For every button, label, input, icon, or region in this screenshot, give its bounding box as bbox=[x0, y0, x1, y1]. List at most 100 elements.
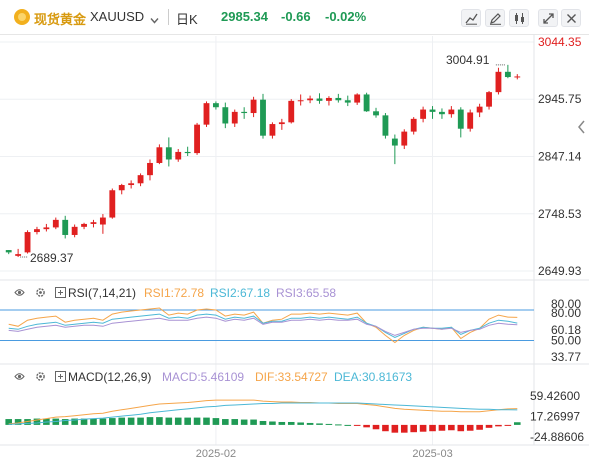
candle-body bbox=[175, 151, 182, 160]
macd-bar bbox=[5, 419, 13, 425]
candle-body bbox=[420, 109, 427, 119]
expand-indicator-icon[interactable] bbox=[55, 371, 66, 382]
pencil-icon bbox=[490, 13, 501, 25]
macd-value: MACD:5.46109 bbox=[162, 370, 245, 384]
candle-body bbox=[222, 107, 229, 124]
expand-indicator-icon[interactable] bbox=[55, 287, 66, 298]
macd-bar bbox=[14, 419, 22, 425]
hide-indicator-icon[interactable] bbox=[14, 287, 25, 298]
dea-value: DEA:30.81673 bbox=[334, 370, 413, 384]
candle-body bbox=[156, 147, 163, 163]
instrument-name[interactable]: 现货黄金 bbox=[34, 12, 87, 27]
candle-type-button[interactable] bbox=[509, 9, 529, 27]
time-tick-label: 2025-02 bbox=[196, 448, 236, 460]
price-tick-label: 3044.35 bbox=[538, 35, 582, 49]
header-divider bbox=[168, 9, 169, 25]
macd-bar bbox=[382, 424, 389, 432]
gold-coin-icon bbox=[14, 9, 30, 25]
macd-bar bbox=[353, 424, 361, 426]
macd-bar bbox=[306, 422, 314, 425]
period-selector[interactable]: 日K bbox=[176, 12, 198, 27]
candlestick-icon bbox=[515, 13, 524, 24]
close-icon bbox=[567, 14, 576, 23]
candle-body bbox=[410, 118, 417, 132]
candle-body bbox=[184, 151, 191, 154]
macd-bar bbox=[400, 424, 408, 433]
gear-icon[interactable] bbox=[35, 287, 46, 298]
candle-body bbox=[90, 222, 97, 224]
macd-bar bbox=[297, 422, 304, 425]
candle-body bbox=[476, 106, 483, 113]
indicators-icon bbox=[465, 13, 478, 25]
candle-body bbox=[203, 103, 210, 125]
symbol-dropdown-icon[interactable] bbox=[150, 12, 159, 30]
grid-lines bbox=[0, 34, 589, 446]
macd-bar bbox=[457, 424, 465, 432]
macd-bar bbox=[372, 424, 380, 430]
macd-bar bbox=[419, 424, 427, 432]
candle-body bbox=[495, 71, 502, 93]
indicators-button[interactable] bbox=[461, 9, 481, 27]
candle-body bbox=[439, 111, 445, 115]
candle-body bbox=[137, 175, 144, 184]
candle-body bbox=[429, 109, 436, 112]
macd-bar bbox=[316, 423, 323, 425]
rsi3-value: RSI3:65.58 bbox=[276, 286, 337, 300]
candle-body bbox=[99, 217, 106, 225]
candle-body bbox=[382, 115, 389, 136]
candle-body bbox=[147, 162, 153, 176]
candle-body bbox=[344, 100, 351, 103]
macd-bar bbox=[485, 424, 493, 428]
gear-icon[interactable] bbox=[35, 371, 46, 382]
macd-bar bbox=[344, 424, 352, 426]
macd-bar bbox=[165, 417, 173, 425]
fullscreen-button[interactable] bbox=[538, 9, 558, 27]
candle-body bbox=[514, 76, 521, 78]
draw-button[interactable] bbox=[485, 9, 505, 27]
dif-line bbox=[8, 399, 518, 425]
price-tick-label: 2748.53 bbox=[538, 207, 582, 221]
macd-bar bbox=[429, 424, 436, 432]
candle-body bbox=[250, 99, 257, 114]
candle-body bbox=[457, 109, 464, 129]
macd-bar bbox=[335, 424, 342, 426]
rsi-tick-label: 80.00 bbox=[551, 306, 581, 320]
rsi-tick-label: 50.00 bbox=[551, 334, 581, 348]
dif-value: DIF:33.54727 bbox=[255, 370, 328, 384]
macd-bar bbox=[33, 418, 41, 425]
macd-bar bbox=[118, 417, 126, 425]
rsi-tick-label: 60.18 bbox=[551, 323, 581, 337]
macd-bar bbox=[278, 421, 286, 425]
rsi2-value: RSI2:67.18 bbox=[210, 286, 271, 300]
candle-body bbox=[52, 219, 59, 228]
rsi-series bbox=[0, 307, 534, 344]
hide-indicator-icon[interactable] bbox=[14, 371, 25, 382]
time-axis: 2025-02 2025-03 bbox=[196, 448, 453, 460]
macd-bar bbox=[231, 419, 239, 425]
rsi-label: RSI(7,14,21) bbox=[68, 286, 137, 300]
candle-body bbox=[278, 122, 285, 125]
macd-bar bbox=[410, 424, 417, 433]
macd-bar bbox=[90, 418, 97, 425]
candle-body bbox=[326, 97, 332, 101]
rsi-tick-label: 33.77 bbox=[551, 350, 581, 364]
candle-body bbox=[260, 99, 266, 136]
macd-axis: 59.42600 17.26997 -24.88606 bbox=[530, 389, 584, 444]
macd-header: MACD(12,26,9) MACD:5.46109 DIF:33.54727 … bbox=[0, 369, 540, 387]
last-price: 2985.34 bbox=[221, 9, 268, 24]
price-change: -0.66 bbox=[281, 9, 311, 24]
macd-tick-label: -24.88606 bbox=[530, 430, 584, 444]
candle-body bbox=[354, 94, 361, 103]
macd-bar bbox=[325, 423, 333, 425]
close-button[interactable] bbox=[561, 9, 581, 27]
instrument-symbol[interactable]: XAUUSD bbox=[90, 9, 145, 24]
price-axis: 3044.35 2945.75 2847.14 2748.53 2649.93 bbox=[538, 35, 582, 278]
candle-body bbox=[24, 232, 31, 253]
macd-bar bbox=[156, 417, 163, 425]
macd-bar bbox=[174, 417, 182, 425]
macd-bar bbox=[259, 421, 267, 425]
candle-body bbox=[165, 147, 172, 160]
high-annotation: 3004.91 bbox=[446, 53, 490, 67]
collapse-arrow-icon[interactable] bbox=[578, 120, 585, 134]
